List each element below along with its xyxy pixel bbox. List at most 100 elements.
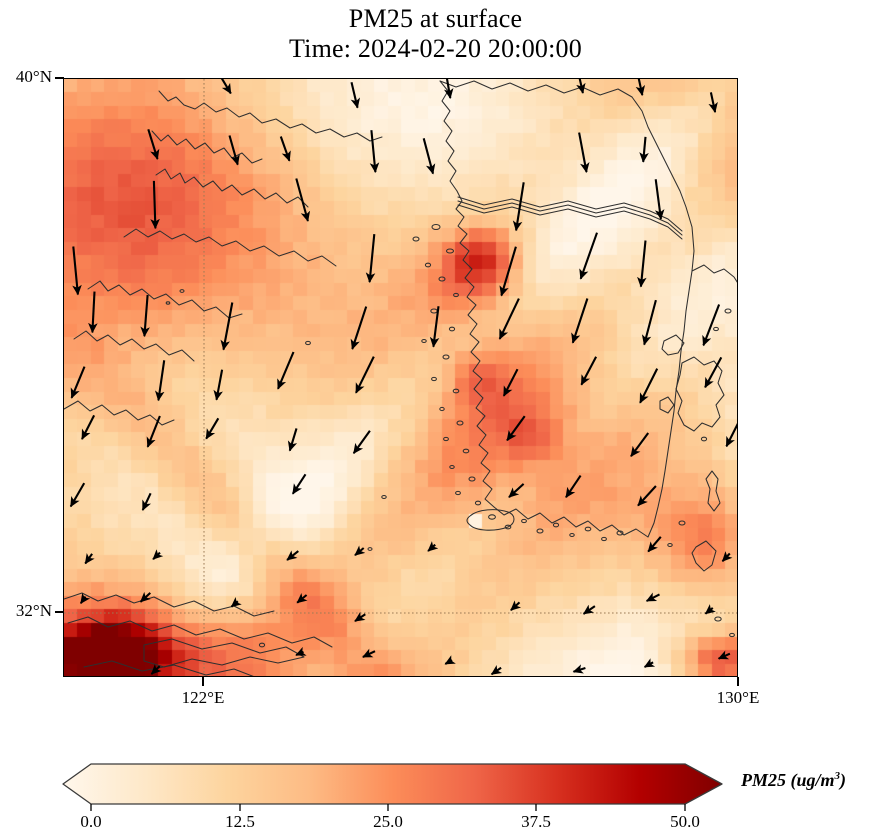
wind-arrow [362, 648, 376, 658]
wind-arrow [154, 360, 166, 402]
coast-korea-south [493, 506, 649, 538]
wind-arrow [572, 664, 586, 674]
wind-arrow [230, 596, 242, 608]
islands-korea-west [412, 223, 624, 542]
wind-arrow [79, 592, 91, 605]
wind-arrow [139, 591, 152, 603]
colorbar-label: PM25 (ug/m3) [741, 770, 846, 791]
figure-title: PM25 at surface Time: 2024-02-20 20:00:0… [0, 4, 871, 64]
wind-arrow [350, 81, 361, 109]
ytick-mark-40n [55, 77, 64, 79]
coast-jiangsu [87, 280, 243, 319]
wind-arrow [150, 180, 160, 230]
wind-arrow [69, 482, 86, 508]
wind-arrow [637, 485, 657, 507]
dmz-border-line [457, 196, 683, 240]
colorbar-tick-2: 25.0 [373, 812, 403, 831]
wind-arrow [576, 79, 586, 94]
wind-arrow [296, 593, 308, 604]
island-tsushima [705, 470, 721, 512]
wind-arrow [72, 246, 82, 296]
wind-arrow [147, 128, 160, 160]
colorbar-tick-3: 37.5 [521, 812, 551, 831]
wind-arrow [350, 306, 368, 350]
xtick-mark-130e [737, 677, 739, 686]
wind-arrow [582, 604, 596, 615]
coast-yangtze-mouth [64, 592, 275, 617]
coast-korea-east [647, 250, 695, 538]
islands-yellow-sea [165, 289, 387, 648]
island-honshu-west [691, 264, 737, 283]
ytick-label-40n: 40°N [15, 67, 52, 86]
wind-arrow [291, 473, 307, 495]
wind-arrow [580, 356, 598, 386]
wind-arrow [150, 664, 162, 675]
wind-arrow [81, 414, 96, 440]
colorbar-gradient-bar[interactable] [55, 758, 735, 814]
colorbar-tick-0: 0.0 [80, 812, 102, 831]
wind-arrow [365, 233, 376, 283]
coast-jiangsu-2 [73, 330, 195, 362]
wind-arrow [708, 92, 718, 113]
wind-arrow [508, 483, 525, 498]
wind-arrow [571, 298, 589, 344]
coast-hangzhou-bay [83, 660, 254, 676]
wind-arrow [422, 138, 436, 175]
wind-arrow [565, 475, 582, 499]
wind-arrow [635, 79, 646, 96]
island-kyushu-2 [661, 334, 685, 356]
wind-vector-arrows [69, 79, 737, 676]
wind-arrow [70, 366, 86, 399]
wind-arrow [512, 182, 525, 232]
coast-nkorea-west [439, 80, 458, 192]
wind-arrow [641, 299, 657, 346]
wind-arrow [88, 291, 98, 334]
title-line-variable: PM25 at surface [348, 4, 523, 33]
ytick-mark-32n [55, 611, 64, 613]
map-vector-overlay [64, 79, 737, 676]
wind-arrow [354, 611, 366, 622]
wind-arrow [643, 658, 656, 668]
wind-arrow [146, 415, 161, 448]
coast-nkorea-north [439, 80, 633, 98]
xtick-label-130e: 130°E [716, 688, 760, 707]
coast-zhejiang [64, 400, 175, 426]
colorbar-tick-4: 50.0 [670, 812, 700, 831]
wind-arrow [704, 604, 716, 615]
wind-arrow [637, 240, 647, 288]
map-axes[interactable] [63, 78, 738, 677]
island-kyushu [675, 356, 725, 432]
wind-arrow [490, 665, 503, 676]
wind-arrow [506, 415, 526, 442]
coast-yangtze-mouth-2 [67, 616, 333, 648]
wind-arrow [702, 304, 721, 347]
coast-korea-west [455, 190, 495, 508]
wind-arrow [286, 550, 299, 561]
gridlines [64, 79, 737, 676]
wind-arrow [510, 600, 522, 611]
wind-arrow [213, 369, 224, 401]
wind-arrow [354, 545, 366, 557]
wind-arrow [355, 356, 375, 394]
island-amakusa [691, 540, 717, 572]
wind-arrow [502, 368, 519, 397]
colorbar-label-tail: ) [840, 770, 847, 790]
coast-yangtze-island [143, 638, 305, 668]
coast-shandong-peninsula [155, 168, 309, 208]
colorbar-label-exponent: 3 [834, 770, 841, 782]
wind-arrow [654, 179, 665, 220]
wind-arrow [579, 232, 598, 280]
wind-arrow [427, 541, 439, 552]
wind-arrow [152, 549, 164, 560]
wind-arrow [277, 351, 295, 390]
wind-arrow [704, 356, 723, 389]
coastlines [64, 80, 737, 676]
wind-arrow [141, 492, 152, 511]
wind-arrow [578, 132, 590, 173]
wind-arrow [205, 417, 220, 440]
wind-arrow [498, 298, 520, 340]
wind-arrow [444, 655, 456, 665]
island-jeju [466, 509, 515, 531]
island-goto [659, 396, 675, 414]
